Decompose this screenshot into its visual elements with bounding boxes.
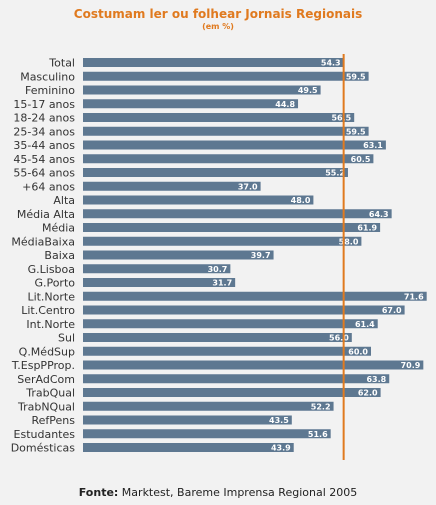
source-label: Fonte: [78, 486, 119, 499]
value-label: 63.8 [366, 375, 386, 384]
bar [83, 113, 355, 122]
bar [83, 443, 294, 452]
category-label: +64 anos [22, 180, 75, 193]
category-label: 55-64 anos [13, 167, 75, 180]
category-label: Média [42, 222, 75, 235]
bar [83, 264, 231, 274]
category-label: Estudantes [14, 428, 76, 441]
value-label: 52.2 [311, 402, 331, 411]
bar [83, 58, 344, 67]
value-label: 44.8 [275, 100, 295, 109]
bar [83, 195, 314, 205]
bar [83, 374, 390, 384]
value-label: 37.0 [238, 182, 258, 191]
value-label: 56.0 [329, 334, 349, 343]
bar [83, 154, 374, 164]
value-label: 30.7 [208, 265, 228, 274]
bar [83, 250, 274, 260]
category-label: T.EspPProp. [11, 359, 75, 372]
category-label: Sul [58, 332, 75, 345]
category-label: Domésticas [11, 442, 76, 455]
category-label: Lit.Centro [21, 304, 75, 317]
value-label: 60.0 [348, 347, 368, 356]
value-label: 59.5 [346, 72, 366, 81]
category-label: Q.MédSup [19, 345, 75, 358]
value-label: 51.6 [308, 430, 328, 439]
value-label: 60.5 [351, 155, 371, 164]
bar [83, 223, 381, 232]
bar [83, 209, 392, 219]
bar [83, 346, 371, 356]
bar [83, 140, 386, 150]
value-label: 56.5 [331, 114, 351, 123]
category-label: 15-17 anos [13, 98, 75, 111]
bar [83, 126, 369, 136]
value-label: 61.4 [355, 320, 375, 329]
bar-chart: Total 54.3 Masculino 59.5 Feminino 49.5 15-17 … [11, 54, 427, 460]
value-label: 70.9 [401, 361, 421, 370]
category-label: TrabNQual [17, 400, 75, 413]
value-label: 59.5 [346, 127, 366, 136]
value-label: 43.5 [269, 416, 289, 425]
category-label: 25-34 anos [13, 125, 75, 138]
category-label: SerAdCom [17, 373, 75, 386]
bar [83, 388, 381, 397]
bar [83, 333, 352, 342]
category-label: Baixa [44, 249, 75, 262]
category-label: Feminino [25, 84, 75, 97]
category-label: Lit.Norte [27, 290, 75, 303]
value-label: 63.1 [363, 141, 383, 150]
category-label: Média Alta [17, 208, 75, 221]
bar [83, 360, 424, 370]
bar [83, 415, 292, 425]
bar [83, 99, 299, 109]
bar [83, 168, 348, 177]
value-label: 49.5 [298, 86, 318, 95]
value-label: 61.9 [357, 224, 377, 233]
category-label: TrabQual [25, 387, 75, 400]
bar [83, 278, 236, 287]
category-label: G.Porto [34, 277, 75, 290]
category-label: 18-24 anos [13, 112, 75, 125]
value-label: 64.3 [369, 210, 389, 219]
value-label: 39.7 [251, 251, 271, 260]
bar [83, 429, 331, 439]
value-label: 67.0 [382, 306, 402, 315]
category-label: 45-54 anos [13, 153, 75, 166]
category-label: Masculino [20, 70, 75, 83]
source-note: Fonte: Marktest, Bareme Imprensa Regiona… [0, 486, 436, 499]
bar [83, 85, 321, 95]
source-text: Marktest, Bareme Imprensa Regional 2005 [118, 486, 358, 499]
chart-subtitle: (em %) [202, 22, 234, 31]
value-label: 55.2 [325, 169, 345, 178]
chart-title: Costumam ler ou folhear Jornais Regionai… [73, 7, 363, 21]
bar [83, 401, 334, 411]
category-label: Int.Norte [26, 318, 75, 331]
bar [83, 291, 427, 301]
bar [83, 236, 362, 246]
bar [83, 181, 261, 191]
value-label: 54.3 [321, 59, 341, 68]
value-label: 31.7 [212, 279, 232, 288]
value-label: 58.0 [339, 237, 359, 246]
bar [83, 319, 378, 329]
value-label: 62.0 [358, 389, 378, 398]
value-label: 48.0 [291, 196, 311, 205]
category-label: 35-44 anos [13, 139, 75, 152]
value-label: 71.6 [404, 292, 424, 301]
category-label: Total [48, 57, 75, 70]
category-label: MédiaBaixa [11, 235, 75, 248]
bar [83, 71, 369, 81]
category-label: RefPens [31, 414, 75, 427]
category-label: Alta [53, 194, 75, 207]
bar [83, 305, 405, 315]
value-label: 43.9 [271, 444, 291, 453]
category-label: G.Lisboa [28, 263, 75, 276]
